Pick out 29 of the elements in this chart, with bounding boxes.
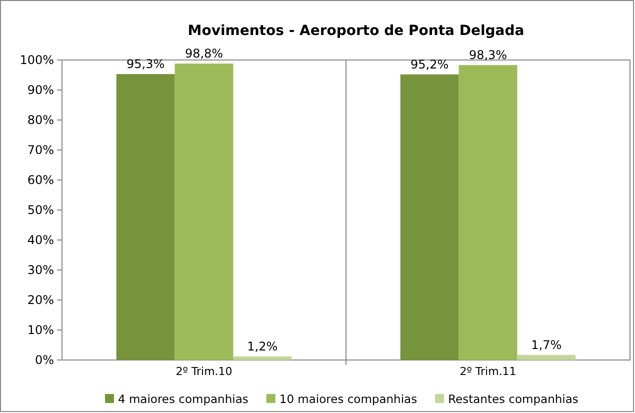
y-tick-label: 80% — [27, 112, 54, 127]
data-label: 95,2% — [410, 57, 449, 72]
y-tick-label: 0% — [34, 352, 54, 367]
y-tick-label: 50% — [27, 202, 54, 217]
y-tick-label: 40% — [27, 232, 54, 247]
bar — [400, 74, 459, 360]
data-label: 95,3% — [126, 57, 165, 72]
chart-title: Movimentos - Aeroporto de Ponta Delgada — [188, 23, 524, 39]
y-tick-label: 20% — [27, 292, 54, 307]
y-tick-label: 70% — [27, 142, 54, 157]
y-tick-label: 10% — [27, 322, 54, 337]
data-label: 98,8% — [184, 46, 224, 61]
data-label: 98,3% — [468, 48, 508, 62]
bar — [116, 74, 175, 360]
y-tick-label: 30% — [27, 262, 54, 277]
data-label: 1,2% — [247, 339, 278, 354]
legend-label: 10 maiores companhias — [279, 392, 418, 406]
y-tick-label: 90% — [27, 82, 54, 97]
legend-label: 4 maiores companhias — [118, 392, 248, 406]
x-tick-label: 2º Trim.10 — [176, 365, 232, 378]
bar — [174, 64, 234, 360]
legend-label: Restantes companhias — [448, 392, 578, 406]
y-tick-label: 60% — [27, 172, 54, 187]
bar — [517, 354, 576, 360]
data-label: 1,7% — [531, 338, 562, 352]
bar — [458, 65, 518, 360]
y-tick-label: 100% — [20, 52, 54, 67]
x-tick-label: 2º Trim.11 — [460, 365, 516, 378]
bar — [233, 356, 292, 360]
